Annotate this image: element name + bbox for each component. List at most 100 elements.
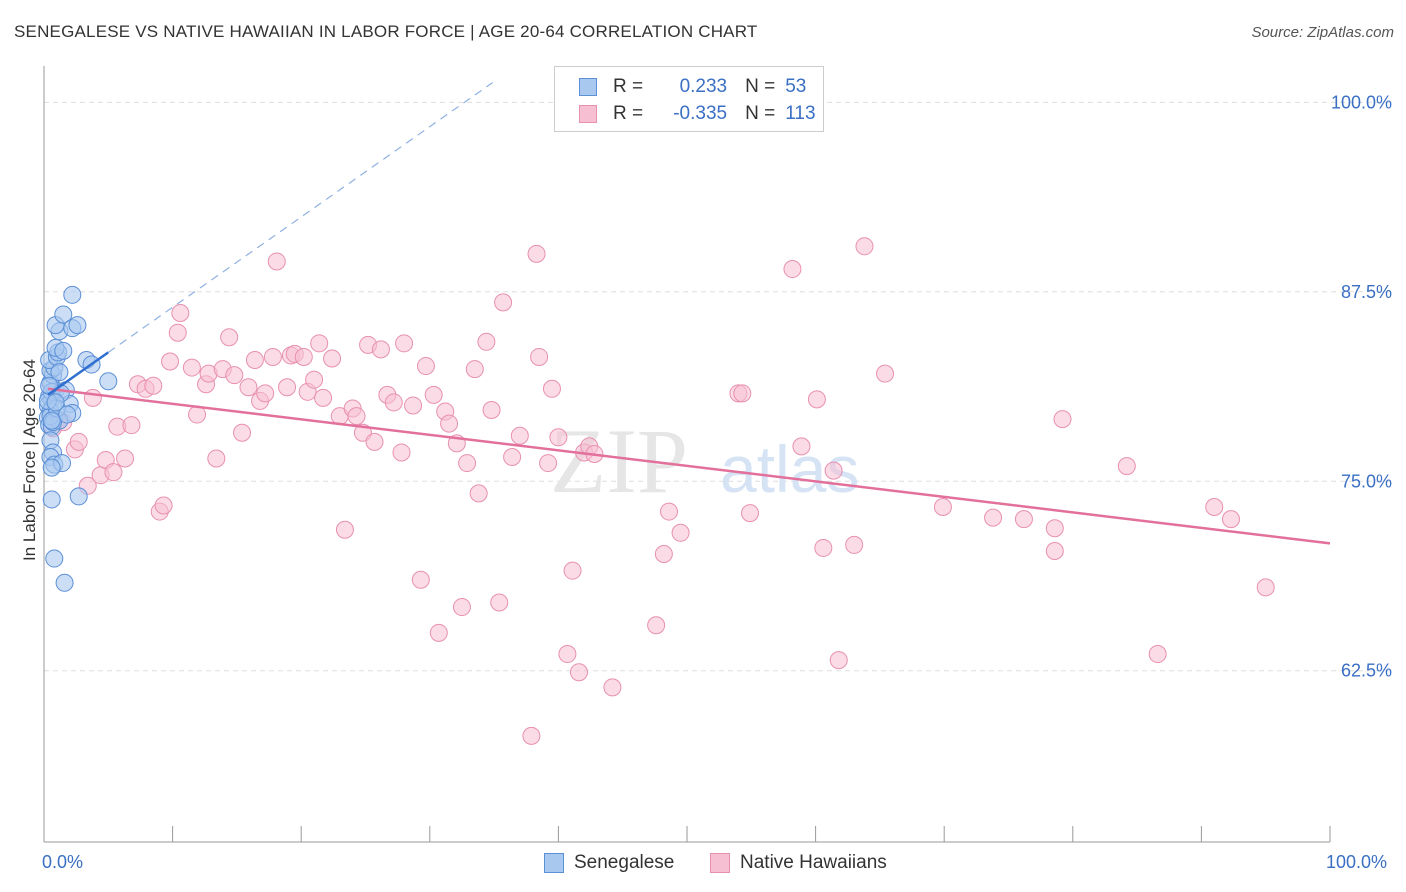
- native-hawaiians-point: [347, 407, 366, 426]
- native-hawaiians-point: [482, 401, 501, 420]
- native-hawaiians-point: [323, 349, 342, 368]
- legend-item-native-hawaiians: Native Hawaiians: [710, 852, 887, 874]
- legend-row-native-hawaiians: R = -0.335 N = 113: [579, 102, 816, 126]
- y-tick-label: 62.5%: [1341, 661, 1392, 681]
- y-tick-label: 100.0%: [1331, 92, 1392, 112]
- native-hawaiians-point: [569, 663, 588, 682]
- native-hawaiians-point: [783, 260, 802, 279]
- native-hawaiians-point: [1205, 498, 1224, 517]
- legend-item-senegalese: Senegalese: [544, 852, 674, 874]
- native-hawaiians-point: [539, 454, 558, 473]
- native-hawaiians-point: [659, 502, 678, 521]
- native-hawaiians-point: [603, 678, 622, 697]
- series-legend: Senegalese Native Hawaiians: [0, 852, 1406, 878]
- source-text: Source: ZipAtlas.com: [1251, 24, 1394, 41]
- native-hawaiians-point: [1117, 457, 1136, 476]
- native-hawaiians-point: [558, 645, 577, 664]
- senegalese-point: [63, 285, 82, 304]
- native-hawaiians-point: [522, 726, 541, 745]
- native-hawaiians-point: [416, 357, 435, 376]
- legend-n-value: 113: [785, 103, 816, 124]
- native-hawaiians-point: [527, 244, 546, 263]
- native-hawaiians-point: [278, 378, 297, 397]
- native-hawaiians-point: [267, 252, 286, 271]
- native-hawaiians-point: [429, 623, 448, 642]
- senegalese-point: [50, 363, 69, 382]
- native-hawaiians-point: [171, 304, 190, 323]
- native-hawaiians-point: [542, 379, 561, 398]
- trend-lines: [47, 82, 1331, 545]
- tick-labels: 100.0% 87.5% 75.0% 62.5%: [1331, 92, 1392, 680]
- native-hawaiians-point: [563, 561, 582, 580]
- native-hawaiians-point: [256, 384, 275, 403]
- native-hawaiians-point: [647, 616, 666, 635]
- legend-row-senegalese: R = 0.233 N = 53: [579, 75, 806, 99]
- native-hawaiians-point: [984, 508, 1003, 527]
- native-hawaiians-point: [104, 463, 123, 482]
- native-hawaiians-point: [220, 328, 239, 347]
- native-hawaiians-point: [510, 426, 529, 445]
- native-hawaiians-point: [1045, 519, 1064, 538]
- native-hawaiians-point: [225, 366, 244, 385]
- x-tick-label-min: 0.0%: [42, 852, 84, 872]
- native-hawaiians-point: [855, 237, 874, 256]
- native-hawaiians-point: [168, 323, 187, 342]
- native-hawaiians-point: [335, 520, 354, 539]
- senegalese-point: [99, 372, 118, 391]
- native-hawaiians-point: [305, 370, 324, 389]
- native-hawaiians-point: [371, 340, 390, 359]
- senegalese-point: [68, 316, 87, 335]
- legend-swatch-pink: [579, 105, 597, 123]
- native-hawaiians-point: [207, 449, 226, 468]
- senegalese-point: [69, 487, 88, 506]
- legend-swatch-blue: [579, 78, 597, 96]
- native-hawaiians-point: [494, 293, 513, 312]
- legend-n-value: 53: [785, 76, 807, 97]
- senegalese-trend-line: [47, 351, 110, 396]
- native-hawaiians-point: [245, 350, 264, 369]
- native-hawaiians-point: [182, 358, 201, 377]
- watermark: ZIP: [550, 410, 688, 512]
- senegalese-point: [55, 573, 74, 592]
- native-hawaiians-point: [310, 334, 329, 353]
- native-hawaiians-trend-line: [47, 387, 1331, 545]
- native-hawaiians-point: [392, 443, 411, 462]
- native-hawaiians-point: [477, 332, 496, 351]
- native-hawaiians-point: [116, 449, 135, 468]
- native-hawaiians-point: [671, 523, 690, 542]
- native-hawaiians-point: [1148, 645, 1167, 664]
- x-tick-label-max: 100.0%: [1326, 852, 1388, 872]
- native-hawaiians-point: [384, 393, 403, 412]
- legend-n-label: N =: [745, 76, 776, 97]
- chart-title: SENEGALESE VS NATIVE HAWAIIAN IN LABOR F…: [14, 22, 758, 41]
- senegalese-point: [42, 411, 61, 430]
- native-hawaiians-point: [144, 376, 163, 395]
- senegalese-point: [40, 376, 59, 395]
- native-hawaiians-point: [549, 428, 568, 447]
- senegalese-point: [42, 490, 61, 509]
- stats-legend: R = 0.233 N = 53 R = -0.335 N = 113: [554, 66, 824, 132]
- senegalese-point: [54, 341, 73, 360]
- native-hawaiians-point: [440, 414, 459, 433]
- y-axis-label: In Labor Force | Age 20-64: [20, 359, 39, 561]
- native-hawaiians-point: [161, 352, 180, 371]
- native-hawaiians-point: [829, 651, 848, 670]
- legend-r-label: R =: [613, 103, 644, 124]
- senegalese-point: [45, 549, 64, 568]
- legend-label-senegalese: Senegalese: [574, 852, 675, 873]
- native-hawaiians-point: [83, 388, 102, 407]
- native-hawaiians-point: [824, 461, 843, 480]
- native-hawaiians-point: [503, 448, 522, 466]
- native-hawaiians-point: [1256, 578, 1275, 597]
- native-hawaiians-point: [263, 347, 282, 366]
- native-hawaiians-point: [807, 390, 826, 409]
- native-hawaiians-point: [365, 432, 384, 451]
- senegalese-trend-extension: [107, 82, 493, 353]
- senegalese-point: [42, 458, 61, 477]
- native-hawaiians-point: [733, 384, 752, 403]
- native-hawaiians-point: [933, 498, 952, 517]
- native-hawaiians-point: [469, 484, 488, 503]
- native-hawaiians-point: [395, 334, 414, 353]
- native-hawaiians-point: [792, 437, 811, 456]
- legend-swatch-pink: [710, 853, 730, 873]
